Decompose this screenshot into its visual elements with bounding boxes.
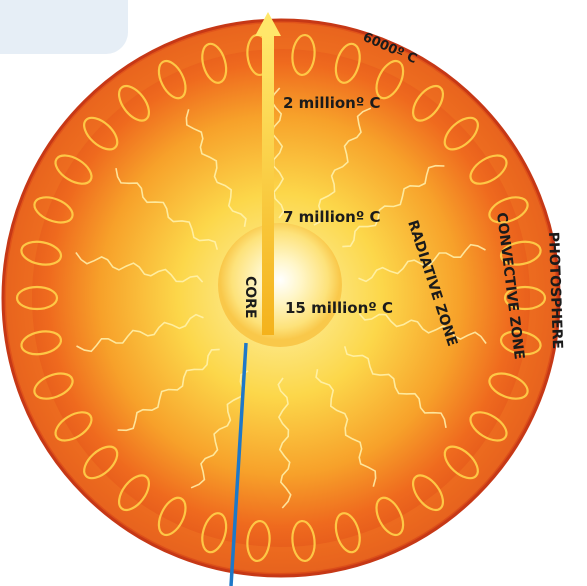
convection-cell (20, 240, 63, 266)
corner-label-box: ə, ə (0, 0, 128, 54)
radiation-wavy-arrow (313, 107, 372, 226)
convection-cell (488, 196, 529, 224)
temperature-arrow-shaft (262, 35, 274, 335)
convection-cell (33, 196, 74, 224)
convection-cell (83, 445, 119, 480)
radiation-wavy-arrow (277, 377, 292, 509)
convection-cell (291, 519, 316, 563)
temperature-arrow-head (255, 12, 281, 36)
convection-cell (488, 372, 529, 400)
radiation-wavy-arrow (270, 87, 285, 219)
convection-cell (291, 33, 316, 77)
radiation-wavy-arrow (115, 167, 219, 250)
photosphere-edge (1, 18, 561, 578)
convection-cell (443, 445, 479, 480)
convection-cell (33, 372, 74, 400)
convection-cell (499, 240, 542, 266)
convection-cell (83, 116, 119, 151)
convection-cell (375, 59, 405, 100)
convection-cell (157, 496, 187, 537)
convection-cell (201, 42, 228, 84)
convection-cell (246, 519, 271, 563)
radiation-wavy-arrow (358, 313, 487, 344)
convection-cells (15, 33, 547, 563)
convection-cell (20, 330, 63, 356)
core-sphere (218, 223, 342, 347)
radiation-wavy-arrow (358, 243, 486, 283)
convection-cell (499, 330, 542, 356)
convection-cell (54, 154, 93, 185)
radiation-wavy-arrow (342, 164, 445, 248)
temp-7-million-label: 7 millionº C (283, 208, 381, 226)
temp-15-million-label: 15 millionº C (285, 299, 393, 317)
convection-cell (157, 59, 187, 100)
convection-cell (443, 116, 479, 151)
convection-cell (503, 285, 547, 311)
convection-cell (15, 285, 59, 311)
convection-cell (411, 474, 445, 512)
convection-cell (201, 512, 228, 554)
convection-cell (469, 411, 508, 442)
radiation-wavy-arrow (315, 369, 377, 487)
temp-2-million-label: 2 millionº C (283, 94, 381, 112)
photosphere-label: PHOTOSPHERE (545, 232, 565, 350)
radiation-wavy-arrow (117, 348, 220, 432)
convection-cell (117, 474, 151, 512)
radiation-wavy-arrow (76, 313, 204, 353)
core-label: CORE (242, 276, 258, 319)
convection-cell (117, 84, 151, 122)
radiation-wavy-arrow (185, 109, 247, 227)
convection-cell (469, 154, 508, 185)
core-pointer-line (229, 342, 248, 586)
convection-cell (334, 42, 361, 84)
radiation-wavy-arrow (75, 252, 204, 283)
convection-cell (334, 512, 361, 554)
convection-cell (411, 84, 445, 122)
convection-cell (375, 496, 405, 537)
radiation-wavy-arrows (75, 87, 487, 509)
radiation-wavy-arrow (343, 346, 447, 429)
convection-cell (54, 411, 93, 442)
